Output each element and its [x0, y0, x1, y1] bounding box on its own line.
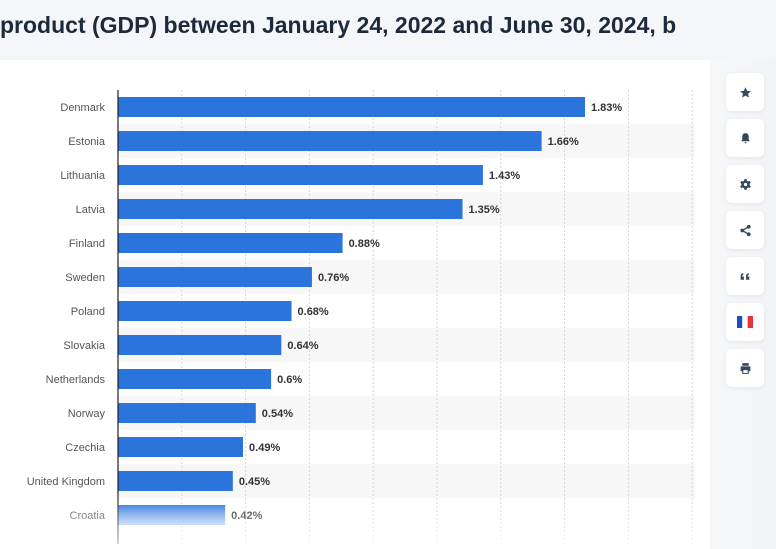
- bar-norway: [118, 403, 256, 423]
- category-label: Sweden: [65, 272, 105, 284]
- bar-slovakia: [118, 335, 282, 355]
- data-label: 0.6%: [277, 374, 302, 386]
- data-label: 0.76%: [318, 272, 349, 284]
- category-label: Lithuania: [60, 170, 106, 182]
- settings-button[interactable]: [726, 165, 764, 203]
- category-label: Denmark: [60, 102, 105, 114]
- data-label: 0.68%: [298, 306, 329, 318]
- bell-icon: [740, 132, 750, 143]
- data-label: 1.83%: [591, 102, 622, 114]
- data-label: 1.35%: [469, 204, 500, 216]
- notification-button[interactable]: [726, 119, 764, 157]
- cite-button[interactable]: [726, 257, 764, 295]
- french-flag-icon: [737, 316, 753, 328]
- category-label: Croatia: [70, 510, 106, 522]
- bar-poland: [118, 301, 292, 321]
- data-label: 1.66%: [548, 136, 579, 148]
- category-label: Netherlands: [46, 374, 106, 386]
- star-icon: [739, 86, 751, 98]
- category-label: United Kingdom: [27, 476, 105, 488]
- bar-estonia: [118, 131, 542, 151]
- category-label: Norway: [68, 408, 106, 420]
- print-button[interactable]: [726, 349, 764, 387]
- category-label: Slovakia: [63, 340, 105, 352]
- favorite-button[interactable]: [726, 73, 764, 111]
- bar-united-kingdom: [118, 471, 233, 491]
- category-label: Finland: [69, 238, 105, 250]
- bar-sweden: [118, 267, 312, 287]
- category-label: Poland: [71, 306, 105, 318]
- bar-lithuania: [118, 165, 483, 185]
- gear-icon: [739, 178, 751, 190]
- bar-chart: Denmark 1.83% Estonia 1.66% Lithuania 1.43% La…: [27, 90, 695, 544]
- share-button[interactable]: [726, 211, 764, 249]
- category-label: Estonia: [68, 136, 106, 148]
- bar-denmark: [118, 97, 585, 117]
- bar-latvia: [118, 199, 463, 219]
- data-label: 1.43%: [489, 170, 520, 182]
- category-label: Czechia: [65, 442, 106, 454]
- data-label: 0.42%: [231, 510, 262, 522]
- print-icon: [740, 362, 750, 374]
- chart-title: product (GDP) between January 24, 2022 a…: [0, 12, 677, 38]
- data-label: 0.49%: [249, 442, 280, 454]
- language-button[interactable]: [726, 303, 764, 341]
- bar-croatia: [118, 505, 226, 525]
- data-label: 0.64%: [287, 340, 318, 352]
- quote-icon: [740, 272, 749, 280]
- data-label: 0.88%: [349, 238, 380, 250]
- bar-czechia: [118, 437, 244, 457]
- share-icon: [739, 224, 751, 236]
- bar-finland: [118, 233, 343, 253]
- data-label: 0.54%: [262, 408, 293, 420]
- bar-netherlands: [118, 369, 272, 389]
- data-label: 0.45%: [239, 476, 270, 488]
- category-label: Latvia: [76, 204, 106, 216]
